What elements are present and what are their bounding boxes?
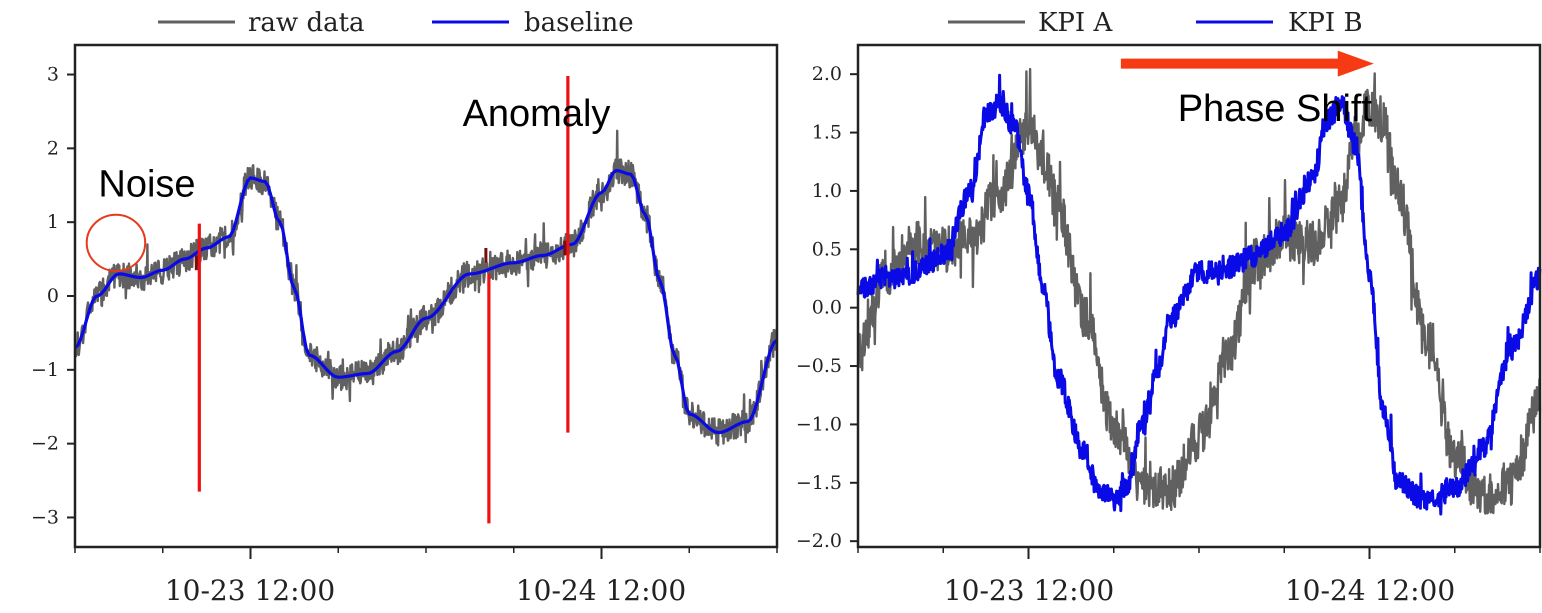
y-tick-label: 3 [47, 64, 59, 86]
legend-kpi-a-label: KPI A [1038, 8, 1113, 38]
y-tick-label: 1 [47, 211, 59, 233]
series-baseline [73, 168, 778, 435]
y-tick-label: −1.5 [796, 472, 842, 494]
y-tick-label: −2.0 [796, 530, 842, 552]
annotation-anomaly: Anomaly [463, 93, 611, 135]
annotation-noise: Noise [98, 163, 195, 205]
right-plot-area: Phase Shift [856, 50, 1542, 516]
legend-kpi-b-label: KPI B [1288, 8, 1363, 38]
right-x-tick-label-1: 10-23 12:00 [944, 574, 1114, 607]
right-legend: KPI A KPI B [948, 8, 1363, 38]
y-tick-label: 1.5 [812, 122, 842, 144]
y-tick-label: −1.0 [796, 413, 842, 435]
y-tick-label: −2 [31, 433, 59, 455]
legend-baseline-label: baseline [524, 8, 634, 38]
right-axes: −2.0 −1.5 −1.0 −0.5 0.0 0.5 1.0 1.5 2.0 [796, 63, 1541, 559]
y-tick-label: 2 [47, 137, 59, 159]
series-raw-data [73, 129, 779, 447]
series-kpi-b [856, 73, 1542, 516]
y-tick-label: −1 [31, 359, 59, 381]
left-legend: raw data baseline [158, 8, 634, 38]
phase-shift-arrow [1120, 50, 1374, 77]
left-axes: −3 −2 −1 0 1 2 3 [31, 64, 778, 559]
y-tick-label: −0.5 [796, 355, 842, 377]
left-plot-area: Noise Anomaly [73, 76, 779, 524]
y-tick-label: −3 [31, 506, 59, 528]
legend-raw-data-label: raw data [248, 8, 365, 38]
left-plot-frame [73, 43, 779, 549]
y-tick-label: 1.0 [812, 180, 842, 202]
series-kpi-a [856, 67, 1542, 515]
annotation-phase-shift: Phase Shift [1178, 88, 1373, 130]
right-x-tick-label-2: 10-24 12:00 [1285, 574, 1455, 607]
left-x-tick-label-2: 10-24 12:00 [516, 574, 686, 607]
noise-circle [85, 213, 147, 272]
y-tick-label: 0 [47, 285, 59, 307]
y-tick-label: 0.5 [812, 238, 842, 260]
right-chart: KPI A KPI B Phase Shift −2.0 −1.5 −1.0 −0.5… [796, 8, 1542, 607]
left-x-tick-label-1: 10-23 12:00 [165, 574, 335, 607]
left-chart: raw data baseline Noise Anomaly −3 −2 −1 0 1 2… [31, 8, 779, 607]
y-tick-label: 2.0 [812, 63, 842, 85]
y-tick-label: 0.0 [812, 297, 842, 319]
